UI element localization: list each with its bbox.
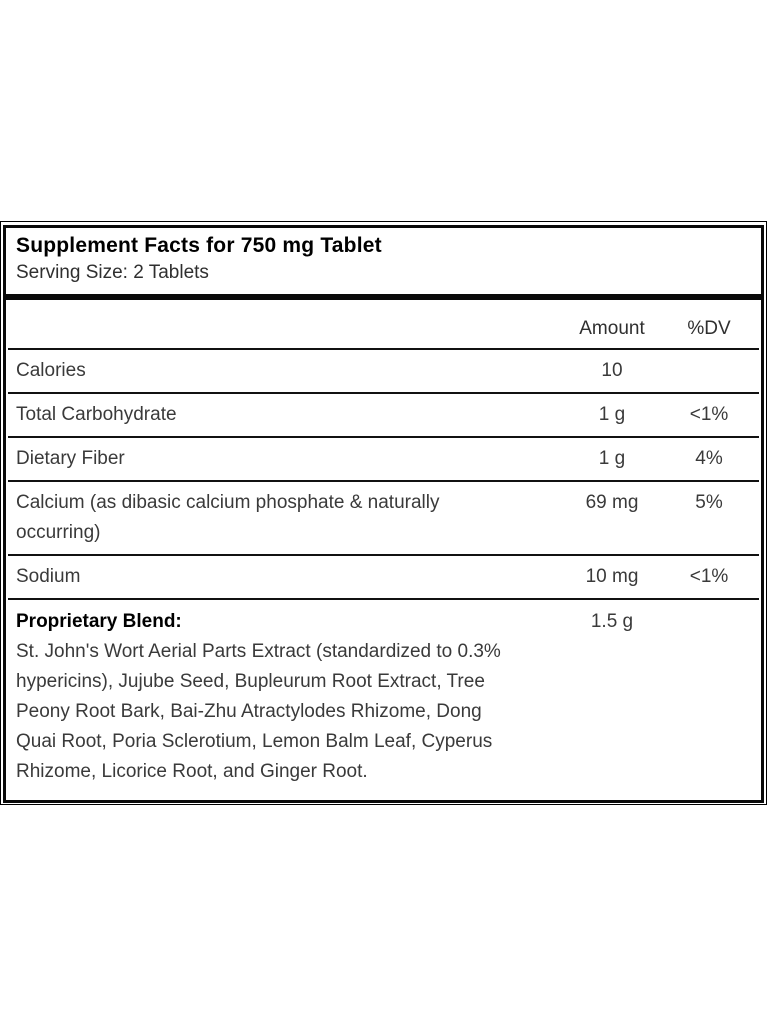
blend-name: Proprietary Blend: xyxy=(16,610,182,632)
nutrient-amount: 10 mg xyxy=(585,565,639,587)
label-title: Supplement Facts for 750 mg Tablet xyxy=(16,234,382,257)
nutrient-amount: 1 g xyxy=(598,447,626,469)
nutrient-name: Sodium xyxy=(16,565,81,587)
nutrient-amount: 1 g xyxy=(598,403,626,425)
blend-description-line: St. John's Wort Aerial Parts Extract (st… xyxy=(16,640,501,662)
nutrient-dv: <1% xyxy=(689,403,729,425)
supplement-facts-label: Supplement Facts for 750 mg Tablet Servi… xyxy=(0,221,767,805)
serving-size-text: Serving Size: 2 Tablets xyxy=(16,262,209,284)
blend-description-line: Rhizome, Licorice Root, and Ginger Root. xyxy=(16,760,368,782)
table-header-row: Amount %DV xyxy=(8,300,759,350)
table-row-calories: Calories 10 xyxy=(8,350,759,394)
nutrient-dv: 5% xyxy=(695,491,723,513)
label-header-box: Supplement Facts for 750 mg Tablet Servi… xyxy=(3,225,764,297)
blend-amount: 1.5 g xyxy=(590,610,634,632)
header-cell-dv: %DV xyxy=(687,317,731,339)
nutrient-amount: 69 mg xyxy=(585,491,639,513)
table-row-dietary-fiber: Dietary Fiber 1 g 4% xyxy=(8,438,759,482)
nutrient-name: Calcium (as dibasic calcium phosphate & … xyxy=(16,491,440,543)
blend-description-line: Peony Root Bark, Bai-Zhu Atractylodes Rh… xyxy=(16,700,482,722)
table-row-proprietary-blend: Proprietary Blend: 1.5 g xyxy=(8,600,759,637)
facts-table: Amount %DV Calories 10 Total Carbohydrat… xyxy=(3,296,764,803)
table-row-sodium: Sodium 10 mg <1% xyxy=(8,556,759,600)
table-row-calcium: Calcium (as dibasic calcium phosphate & … xyxy=(8,482,759,556)
blend-description-line: hypericins), Jujube Seed, Bupleurum Root… xyxy=(16,670,485,692)
nutrient-dv: 4% xyxy=(695,447,723,469)
blend-description-line: Quai Root, Poria Sclerotium, Lemon Balm … xyxy=(16,730,493,752)
nutrient-name: Dietary Fiber xyxy=(16,447,125,469)
header-cell-amount: Amount xyxy=(579,317,645,339)
nutrient-amount: 10 xyxy=(601,359,623,381)
blend-description: St. John's Wort Aerial Parts Extract (st… xyxy=(8,637,759,800)
nutrient-name: Total Carbohydrate xyxy=(16,403,177,425)
table-row-total-carbohydrate: Total Carbohydrate 1 g <1% xyxy=(8,394,759,438)
nutrient-dv: <1% xyxy=(689,565,729,587)
nutrient-name: Calories xyxy=(16,359,86,381)
